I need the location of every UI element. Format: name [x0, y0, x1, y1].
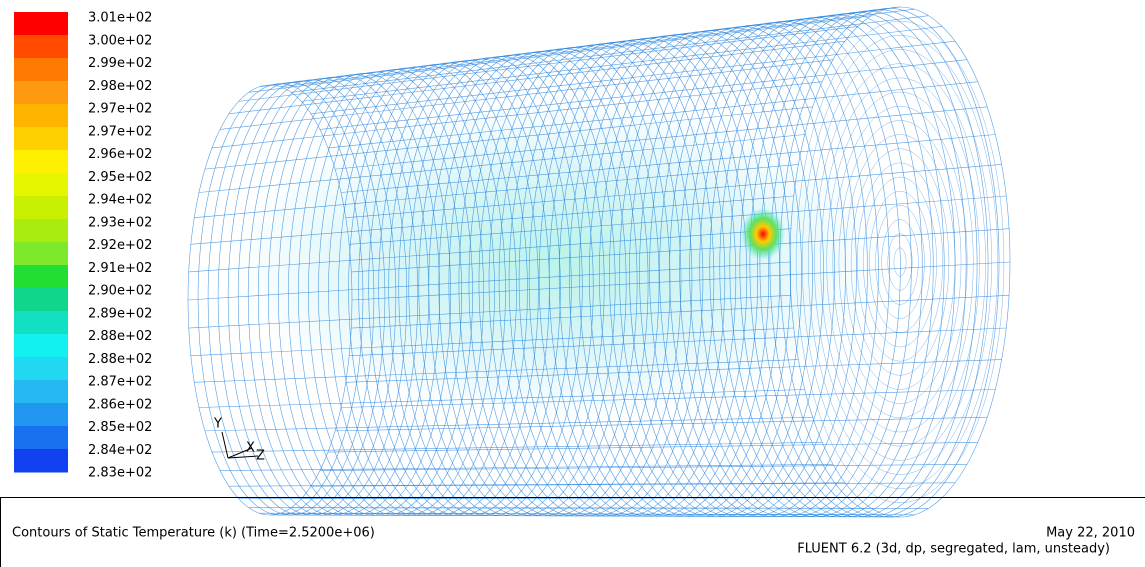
color-swatch: [14, 196, 68, 220]
hot-spot: [741, 208, 785, 260]
footer-title: Contours of Static Temperature (k) (Time…: [12, 526, 375, 541]
colorbar-label: 2.84e+02: [88, 443, 152, 458]
colorbar-label: 2.91e+02: [88, 261, 152, 276]
color-swatch: [14, 288, 68, 312]
color-swatch: [14, 426, 68, 450]
mesh-line: [249, 508, 872, 509]
color-swatch: [14, 403, 68, 427]
colorbar-label: 2.86e+02: [88, 397, 152, 412]
colorbar-label: 2.88e+02: [88, 352, 152, 367]
color-swatch: [14, 35, 68, 59]
color-swatch: [14, 81, 68, 105]
color-swatch: [14, 265, 68, 289]
fluent-window: 3.01e+02 3.00e+02 2.99e+02 2.98e+02 2.97e+02…: [0, 0, 1145, 567]
footer-solver: FLUENT 6.2 (3d, dp, segregated, lam, uns…: [797, 542, 1110, 557]
mesh-line: [205, 417, 813, 431]
colorbar-label: 2.94e+02: [88, 193, 152, 208]
color-swatch: [14, 357, 68, 381]
color-swatch: [14, 150, 68, 174]
colorbar-label: 2.93e+02: [88, 215, 152, 230]
colorbar-label: 2.92e+02: [88, 238, 152, 253]
color-swatch: [14, 380, 68, 404]
colorbar: 3.01e+02 3.00e+02 2.99e+02 2.98e+02 2.97e+02…: [14, 11, 152, 481]
colorbar-label: 2.88e+02: [88, 329, 152, 344]
mesh-line: [291, 16, 928, 93]
colorbar-label: 2.95e+02: [88, 170, 152, 185]
mesh-line: [259, 9, 885, 87]
color-swatch: [14, 449, 68, 473]
colorbar-label: 2.83e+02: [88, 466, 152, 481]
mesh-line: [229, 483, 845, 486]
colorbar-label: 2.99e+02: [88, 56, 152, 71]
color-swatch: [14, 12, 68, 36]
footer-date: May 22, 2010: [1046, 526, 1135, 541]
colorbar-label: 2.87e+02: [88, 375, 152, 390]
color-swatch: [14, 127, 68, 151]
mesh-line: [328, 442, 978, 452]
mesh-line: [281, 9, 915, 87]
colorbar-label: 3.00e+02: [88, 33, 152, 48]
colorbar-label: 2.85e+02: [88, 420, 152, 435]
color-swatch: [14, 58, 68, 82]
mesh-line: [311, 483, 955, 486]
mesh: [188, 7, 1010, 517]
colorbar-label: 2.90e+02: [88, 284, 152, 299]
axis-label: X: [246, 441, 255, 456]
axis-label: Z: [256, 449, 265, 464]
axis-label: Y: [213, 417, 222, 432]
colorbar-label: 2.96e+02: [88, 147, 152, 162]
mesh-line: [335, 417, 987, 431]
color-swatch: [14, 311, 68, 335]
colorbar-label: 2.97e+02: [88, 102, 152, 117]
color-swatch: [14, 334, 68, 358]
color-swatch: [14, 104, 68, 128]
colorbar-label: 2.97e+02: [88, 124, 152, 139]
colorbar-label: 3.01e+02: [88, 11, 152, 26]
colorbar-label: 2.98e+02: [88, 79, 152, 94]
mesh-line: [320, 464, 967, 470]
color-swatch: [14, 219, 68, 243]
color-swatch: [14, 173, 68, 197]
colorbar-label: 2.89e+02: [88, 306, 152, 321]
color-swatch: [14, 242, 68, 266]
mesh-line: [212, 442, 822, 452]
